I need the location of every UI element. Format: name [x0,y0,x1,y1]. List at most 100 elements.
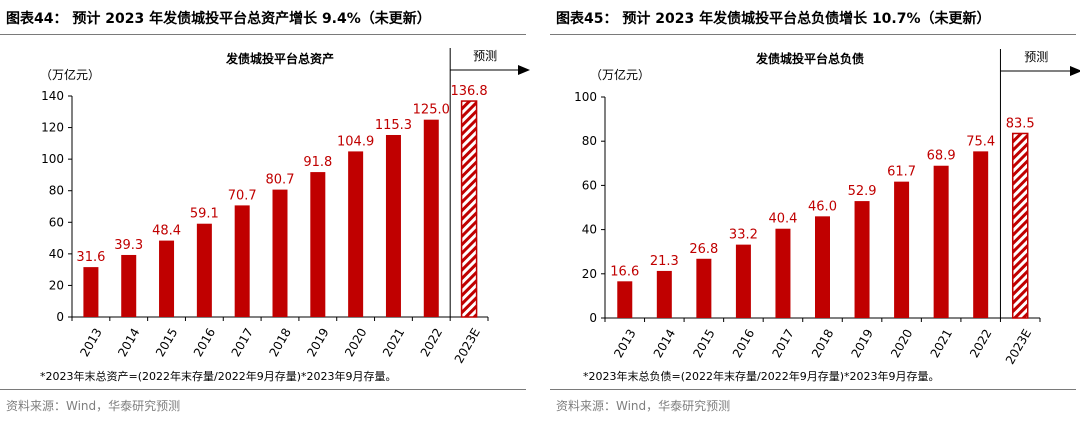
data-label: 39.3 [114,238,143,253]
x-tick-label: 2021 [928,327,955,360]
data-label: 31.6 [76,250,105,265]
footer-divider [550,389,1076,390]
data-label: 125.0 [413,103,450,118]
y-tick-label: 40 [582,223,597,237]
bar [815,216,830,318]
data-label: 21.3 [650,254,679,269]
bar [83,267,99,317]
x-tick-label: 2016 [191,326,218,359]
x-tick-label: 2019 [304,326,331,359]
source-note: 资料来源：Wind，华泰研究预测 [556,399,731,413]
x-tick-label: 2016 [730,327,757,360]
data-label: 16.6 [610,264,639,279]
y-tick-label: 0 [589,311,597,325]
x-tick-label: 2013 [611,327,638,360]
y-tick-label: 60 [582,178,597,192]
data-label: 91.8 [303,155,332,170]
x-tick-label: 2015 [153,326,180,359]
y-tick-label: 140 [41,89,64,103]
bar [775,228,791,318]
bar [310,172,326,317]
bar [617,281,633,318]
x-tick-label: 2015 [690,327,717,360]
x-tick-label: 2023E [452,326,483,366]
bar [933,165,949,318]
figure-title: 图表44： 预计 2023 年发债城投平台总资产增长 9.4%（未更新） [6,11,431,27]
x-tick-label: 2014 [651,327,678,360]
title-divider [0,34,526,35]
x-tick-label: 2014 [115,326,142,359]
footnote: *2023年末总负债=(2022年末存量/2022年9月存量)*2023年9月存… [583,370,940,383]
data-label: 68.9 [927,149,956,164]
x-tick-label: 2022 [967,327,994,360]
unit-label: （万亿元） [590,68,651,82]
y-tick-label: 100 [574,90,597,104]
bar-chart-total-assets: 0 20 40 60 80 100 120 140 31.6 2013 39.3 2014 48.4 20… [41,48,530,366]
chart-title: 发债城投平台总负债 [755,52,864,66]
data-label: 115.3 [375,118,412,133]
y-tick-label: 60 [49,215,64,229]
x-tick-label: 2021 [380,326,407,359]
data-label: 59.1 [190,207,219,222]
chart-panel-total-assets: 图表44： 预计 2023 年发债城投平台总资产增长 9.4%（未更新） 发债城… [0,0,530,424]
x-tick-label: 2020 [342,326,369,359]
chart-title: 发债城投平台总资产 [225,52,334,66]
x-tick-label: 2017 [229,326,256,359]
y-tick-label: 100 [41,152,64,166]
x-tick-label: 2019 [849,327,876,360]
footnote: *2023年末总资产=(2022年末存量/2022年9月存量)*2023年9月存… [40,370,397,383]
data-label: 80.7 [266,173,295,188]
data-label: 61.7 [887,165,916,180]
y-tick-label: 40 [49,247,64,261]
y-tick-label: 20 [49,278,64,292]
x-tick-label: 2018 [266,326,293,359]
forecast-label: 预测 [473,49,497,63]
data-label: 48.4 [152,224,181,239]
data-label: 40.4 [768,212,797,227]
data-label: 70.7 [228,188,257,203]
x-tick-label: 2013 [77,326,104,359]
data-label: 52.9 [848,184,877,199]
bar [696,258,712,318]
data-label: 26.8 [689,242,718,257]
bar [735,244,751,318]
y-tick-label: 0 [56,310,64,324]
source-note: 资料来源：Wind，华泰研究预测 [6,399,181,413]
forecast-arrow-head [518,65,530,75]
data-label: 104.9 [337,134,374,149]
forecast-label: 预测 [1024,50,1048,64]
y-tick-label: 20 [582,267,597,281]
y-tick-label: 120 [41,121,64,135]
bar [196,223,212,317]
x-tick-label: 2023E [1003,327,1034,367]
bar [234,205,250,317]
y-tick-label: 80 [582,134,597,148]
bar-chart-total-liabilities: 0 20 40 60 80 100 16.6 2013 21.3 2014 26.8 2015 33.2… [574,49,1080,367]
footer-divider [0,389,526,390]
x-tick-label: 2018 [809,327,836,360]
bar [272,189,288,317]
bar [159,240,175,317]
x-tick-label: 2017 [769,327,796,360]
data-label: 46.0 [808,199,837,214]
chart-panel-total-liabilities: 图表45： 预计 2023 年发债城投平台总负债增长 10.7%（未更新） 发债… [550,0,1080,424]
data-label: 136.8 [450,84,487,99]
bar [973,151,989,318]
bar [894,181,910,318]
bar-forecast [1011,132,1029,319]
title-divider [550,34,1076,35]
bar [121,254,137,317]
bar [385,134,401,317]
forecast-arrow-head [1070,66,1080,76]
x-tick-label: 2022 [418,326,445,359]
bar [656,270,672,318]
bar [854,201,870,318]
x-tick-label: 2020 [888,327,915,360]
unit-label: （万亿元） [40,68,101,82]
bar [348,151,364,317]
y-tick-label: 80 [49,184,64,198]
data-label: 83.5 [1006,116,1035,131]
figure-title: 图表45： 预计 2023 年发债城投平台总负债增长 10.7%（未更新） [556,11,991,27]
data-label: 33.2 [729,228,758,243]
data-label: 75.4 [966,134,995,149]
